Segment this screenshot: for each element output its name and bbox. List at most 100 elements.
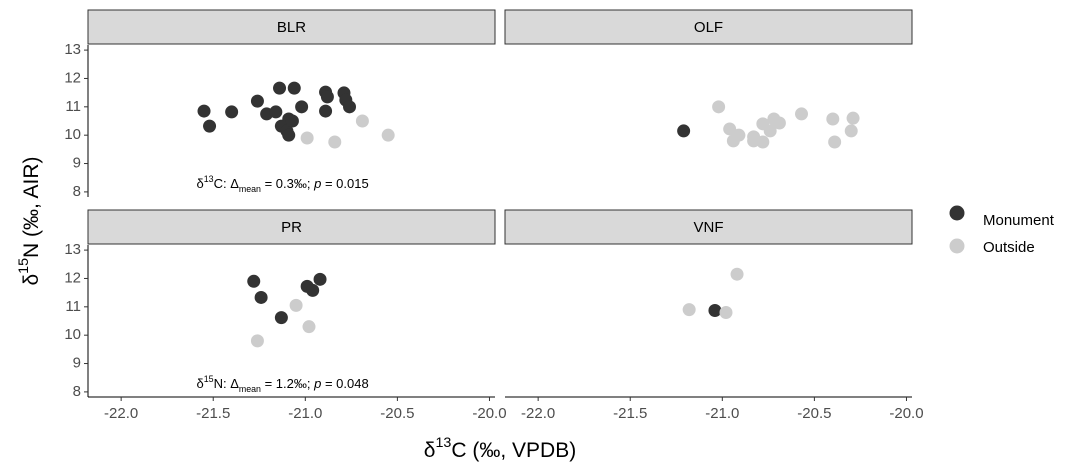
- strip: [87, 9, 496, 45]
- text-part: 13: [435, 435, 451, 451]
- y-tick-label: 11: [65, 98, 81, 115]
- y-tick-label: 10: [64, 126, 81, 143]
- point: [795, 107, 809, 121]
- point: [677, 124, 691, 138]
- text-part: N: Δ: [214, 376, 240, 391]
- x-axis-label: δ13C (‰, VPDB): [424, 435, 576, 462]
- point: [319, 104, 333, 118]
- text-part: p: [313, 176, 321, 191]
- point: [250, 334, 264, 348]
- point: [285, 114, 299, 128]
- point: [343, 100, 357, 114]
- text-part: C (‰, VPDB): [451, 439, 576, 462]
- annotation: δ15N: Δmean = 1.2‰; p = 0.048: [197, 374, 369, 394]
- point: [355, 114, 369, 128]
- annotation: δ13C: Δmean = 0.3‰; p = 0.015: [197, 174, 369, 194]
- point: [772, 116, 786, 130]
- point: [289, 298, 303, 312]
- text-part: δ: [424, 439, 436, 462]
- text-part: mean: [239, 184, 261, 194]
- point: [381, 128, 395, 142]
- y-tick-label: 13: [64, 241, 81, 258]
- legend-label: Outside: [983, 239, 1035, 256]
- text-part: 15: [16, 258, 32, 274]
- point: [273, 81, 287, 95]
- point: [682, 303, 696, 317]
- point: [730, 267, 744, 281]
- point: [247, 274, 261, 288]
- strip: [87, 209, 496, 245]
- text-part: p: [313, 376, 321, 391]
- text-part: = 0.048: [321, 376, 368, 391]
- point: [306, 283, 320, 297]
- strip-label: OLF: [694, 19, 723, 36]
- strip-label: BLR: [277, 19, 306, 36]
- point: [250, 94, 264, 108]
- y-tick-label: 12: [64, 69, 81, 86]
- y-tick-label: 9: [73, 155, 81, 172]
- point: [203, 119, 217, 133]
- y-tick-label: 11: [65, 298, 81, 315]
- point: [274, 311, 288, 325]
- point: [269, 105, 283, 119]
- strip: [504, 9, 913, 45]
- text-part: C: Δ: [214, 176, 240, 191]
- y-axis-label: δ15N (‰, AIR): [16, 156, 43, 285]
- point: [320, 90, 334, 104]
- point: [712, 100, 726, 114]
- y-tick-label: 12: [64, 269, 81, 286]
- point: [328, 135, 342, 149]
- y-tick-label: 9: [73, 355, 81, 372]
- point: [828, 135, 842, 149]
- point: [197, 104, 211, 118]
- point: [826, 112, 840, 126]
- strip-label: VNF: [694, 219, 724, 236]
- text-part: δ: [197, 176, 204, 191]
- legend-key: [949, 205, 965, 221]
- point: [723, 122, 737, 136]
- y-tick-label: 13: [64, 41, 81, 58]
- x-tick-label: -20.0: [889, 405, 923, 422]
- point: [302, 320, 316, 334]
- point: [295, 100, 309, 114]
- x-tick-label: -20.5: [797, 405, 831, 422]
- point: [300, 131, 314, 145]
- y-tick-label: 8: [73, 183, 81, 200]
- point: [225, 105, 239, 119]
- y-tick-label: 10: [64, 326, 81, 343]
- point: [846, 111, 860, 125]
- text-part: 15: [204, 374, 214, 384]
- strip-label: PR: [281, 219, 302, 236]
- point: [719, 305, 733, 319]
- point: [763, 124, 777, 138]
- y-tick-label: 8: [73, 383, 81, 400]
- x-tick-label: -22.0: [521, 405, 555, 422]
- point: [254, 290, 268, 304]
- point: [844, 124, 858, 138]
- point: [708, 304, 722, 318]
- legend-key: [949, 238, 965, 254]
- text-part: = 1.2‰;: [261, 376, 314, 391]
- point: [756, 135, 770, 149]
- point: [313, 272, 327, 286]
- text-part: mean: [239, 384, 261, 394]
- x-tick-label: -21.5: [613, 405, 647, 422]
- x-tick-label: -21.0: [705, 405, 739, 422]
- point: [287, 81, 301, 95]
- text-part: = 0.3‰;: [261, 176, 314, 191]
- text-part: 13: [204, 174, 214, 184]
- text-part: δ: [197, 376, 204, 391]
- text-part: δ: [20, 274, 43, 286]
- point: [282, 128, 296, 142]
- x-tick-label: -20.5: [380, 405, 414, 422]
- legend-label: Monument: [983, 212, 1055, 229]
- text-part: = 0.015: [321, 176, 368, 191]
- x-tick-label: -22.0: [104, 405, 138, 422]
- x-tick-label: -20.0: [472, 405, 506, 422]
- text-part: N (‰, AIR): [20, 156, 43, 258]
- point: [732, 128, 746, 142]
- strip: [504, 209, 913, 245]
- x-tick-label: -21.0: [288, 405, 322, 422]
- x-tick-label: -21.5: [196, 405, 230, 422]
